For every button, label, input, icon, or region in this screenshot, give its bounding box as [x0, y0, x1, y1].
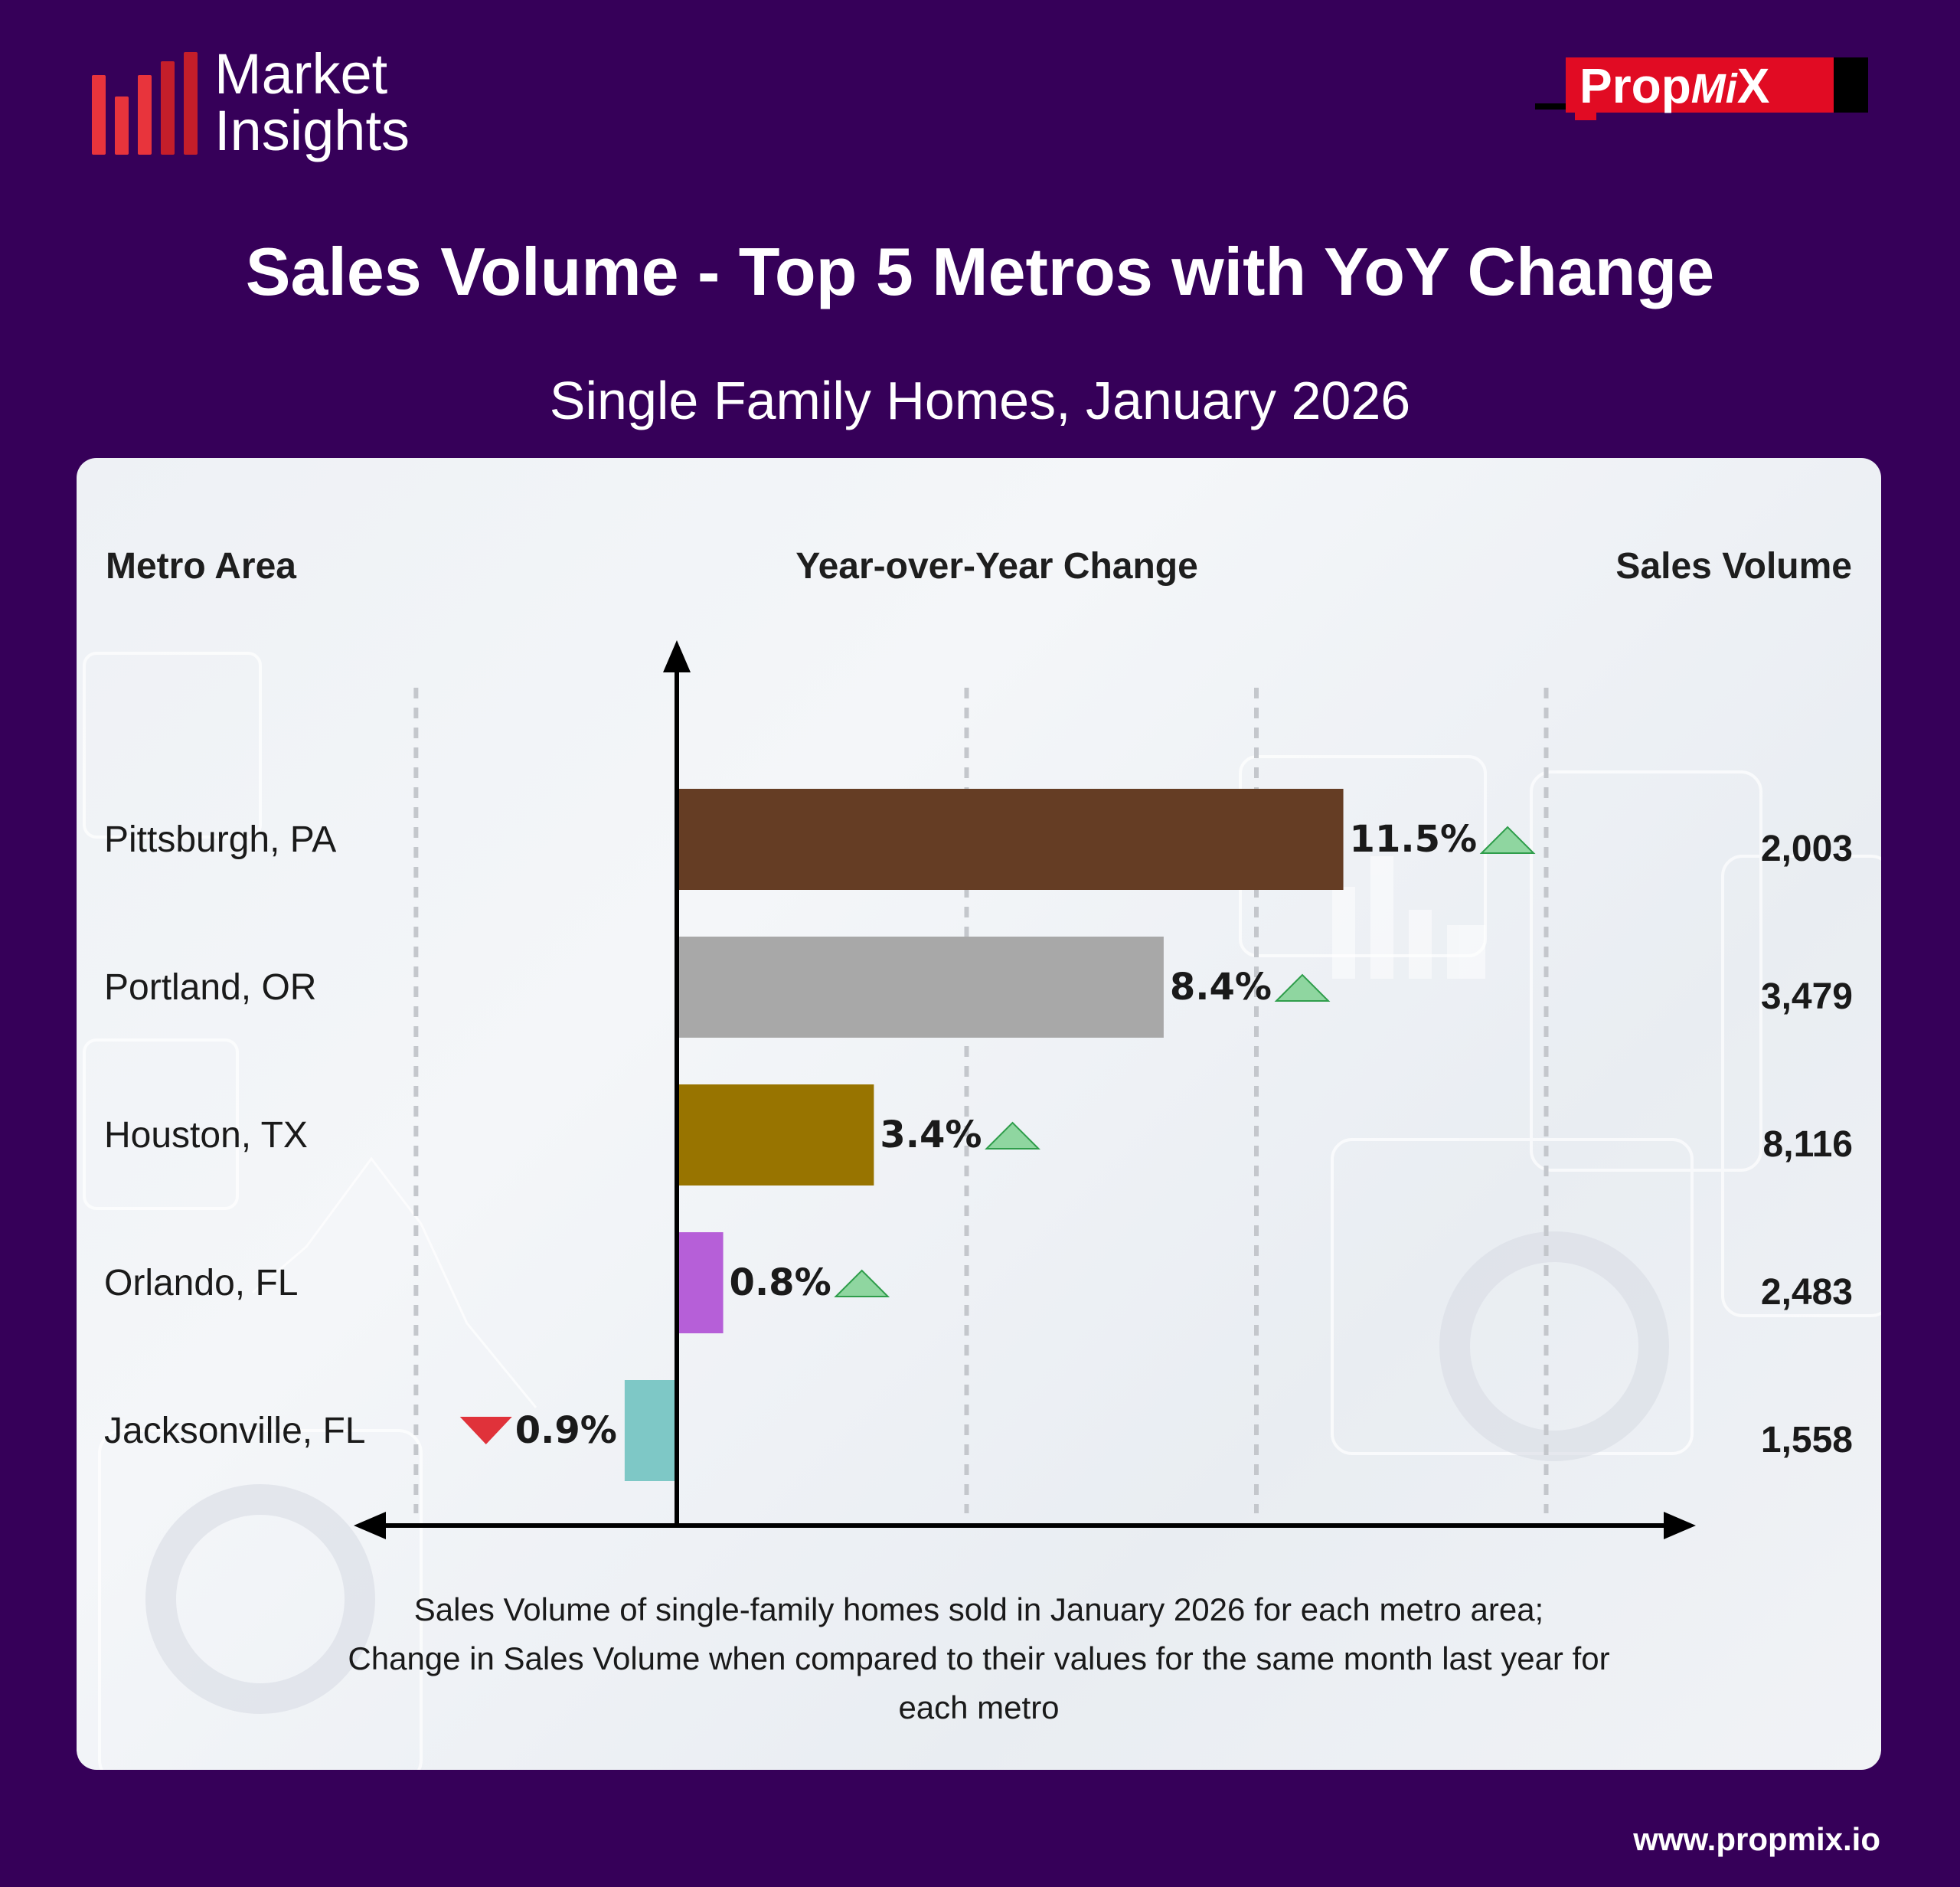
up-arrow-icon-1	[1274, 973, 1331, 1002]
header-yoy-change: Year-over-Year Change	[795, 546, 1198, 587]
propmix-logo: PropMiX	[1535, 57, 1868, 120]
logo-mid: Mi	[1690, 66, 1737, 112]
footnote-line2: Change in Sales Volume when compared to …	[348, 1640, 1610, 1676]
sales-volume-3: 2,483	[1761, 1272, 1853, 1313]
value-label-1: 8.4%	[1170, 966, 1272, 1009]
value-label-3: 0.8%	[730, 1261, 831, 1304]
brand-line1: Market	[214, 42, 388, 106]
yoy-bar-chart: Pittsburgh, PA 2,003 11.5% Portland, OR 3,47…	[104, 640, 1853, 1539]
category-label-1: Portland, OR	[104, 967, 316, 1008]
value-label-2: 3.4%	[880, 1114, 982, 1156]
header-metro-area: Metro Area	[106, 546, 296, 587]
bar-3	[677, 1232, 724, 1333]
market-insights-brand: Market Insights	[92, 46, 410, 159]
value-label-4: 0.9%	[515, 1409, 617, 1452]
down-arrow-icon-4	[459, 1417, 512, 1444]
brand-name: Market Insights	[214, 46, 410, 159]
footnote-line3: each metro	[898, 1689, 1060, 1725]
category-label-0: Pittsburgh, PA	[104, 819, 336, 860]
up-arrow-icon-3	[834, 1269, 890, 1297]
bar-4	[624, 1380, 677, 1481]
up-arrow-icon-2	[985, 1121, 1040, 1150]
chart-card: Metro Area Year-over-Year Change Sales V…	[77, 458, 1881, 1770]
sales-volume-0: 2,003	[1761, 829, 1853, 869]
header-sales-volume: Sales Volume	[1615, 546, 1852, 587]
value-label-0: 11.5%	[1350, 818, 1478, 861]
page-subtitle: Single Family Homes, January 2026	[549, 371, 1411, 430]
footnote-line1: Sales Volume of single-family homes sold…	[413, 1591, 1544, 1627]
brand-line2: Insights	[214, 99, 410, 162]
sales-volume-1: 3,479	[1761, 976, 1853, 1017]
category-label-4: Jacksonville, FL	[104, 1411, 365, 1451]
category-label-3: Orlando, FL	[104, 1263, 298, 1303]
logo-suffix: X	[1736, 58, 1770, 113]
x-axis-right-arrowhead	[1664, 1512, 1696, 1539]
y-axis-arrowhead	[663, 640, 691, 672]
website-url: www.propmix.io	[1633, 1821, 1880, 1857]
background-decoration	[83, 652, 1881, 1770]
up-arrow-icon-0	[1479, 826, 1536, 854]
footnote: Sales Volume of single-family homes sold…	[77, 1585, 1881, 1732]
category-label-2: Houston, TX	[104, 1115, 308, 1156]
bar-2	[677, 1084, 874, 1186]
bar-0	[677, 789, 1344, 890]
logo-prefix: Prop	[1579, 58, 1691, 113]
bar-chart-logo-icon	[92, 51, 199, 155]
x-axis-left-arrowhead	[354, 1512, 386, 1539]
sales-volume-2: 8,116	[1763, 1124, 1853, 1165]
bar-1	[677, 937, 1164, 1038]
page-title: Sales Volume - Top 5 Metros with YoY Cha…	[245, 234, 1715, 309]
sales-volume-4: 1,558	[1761, 1420, 1853, 1460]
